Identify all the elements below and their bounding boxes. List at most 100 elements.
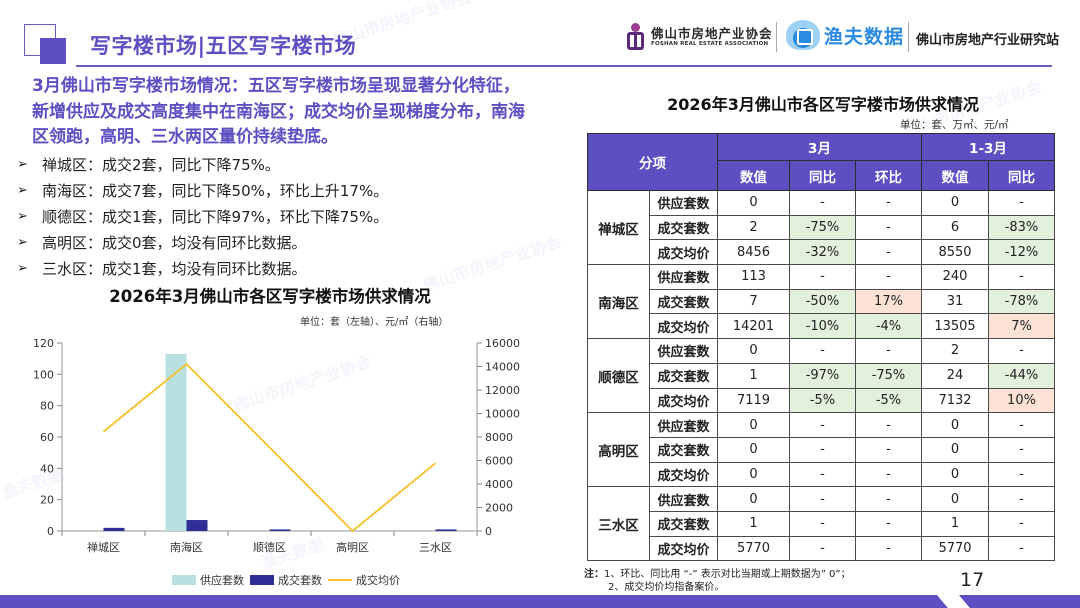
table-cell: 2 [717, 214, 790, 241]
category-label: 禅城区 [87, 540, 120, 554]
table-cell: - [789, 486, 856, 512]
table-cell: - [855, 486, 922, 512]
header-divider [76, 65, 1052, 67]
table-cell: - [789, 461, 856, 488]
table-cell: - [855, 510, 922, 537]
metric-label: 供应套数 [649, 486, 718, 512]
metric-label: 成交均价 [649, 387, 718, 414]
right-tick-label: 12000 [485, 384, 520, 397]
legend-item-supply: 供应套数 [172, 572, 244, 588]
table-cell: -83% [988, 214, 1055, 241]
table-cell: 0 [921, 412, 989, 438]
district-name: 三水区 [587, 486, 650, 562]
logo-divider [776, 22, 777, 52]
arrow-bullet-icon: ➢ [17, 182, 28, 198]
table-cell: - [789, 535, 856, 562]
left-tick-label: 40 [40, 462, 54, 475]
right-tick-label: 14000 [485, 361, 520, 374]
table-row: 成交套数 1- -1- [588, 510, 1055, 537]
table-row: 成交均价 7119 -5% -5% 7132 10% [588, 387, 1055, 414]
right-tick-label: 2000 [485, 502, 513, 515]
table-cell: -12% [988, 239, 1055, 266]
research-station-name: 佛山市房地产行业研究站 [916, 33, 1060, 48]
table-cell: - [855, 338, 922, 364]
page-title: 写字楼市场|五区写字楼市场 [90, 34, 357, 58]
category-label: 三水区 [419, 541, 452, 554]
chart-title: 2026年3月佛山市各区写字楼市场供求情况 [109, 287, 431, 306]
metric-label: 成交套数 [649, 362, 718, 389]
right-tick-label: 6000 [485, 455, 513, 468]
table-cell: 5770 [717, 535, 790, 562]
chart-legend: 供应套数 成交套数 成交均价 [172, 572, 406, 588]
table-cell: - [855, 239, 922, 266]
table-cell: -75% [855, 362, 922, 389]
header-col: 数值 [921, 160, 989, 191]
table-cell: 13505 [921, 313, 989, 340]
association-name-en: FOSHAN REAL ESTATE ASSOCIATION [651, 41, 769, 47]
bullet-item: ➢ 高明区：成交0套，均没有同环比数据。 [17, 233, 307, 252]
category-label: 南海区 [170, 540, 203, 554]
table-row: 成交套数 1 -97% -75% 24 -44% [588, 362, 1055, 389]
table-cell: - [988, 486, 1055, 512]
table-cell: 7132 [921, 387, 989, 414]
table-cell: - [988, 190, 1055, 216]
table-cell: 8456 [717, 239, 790, 266]
district-name: 高明区 [587, 412, 650, 488]
table-cell: -32% [789, 239, 856, 266]
table-cell: - [789, 264, 856, 290]
legend-item-deals: 成交套数 [250, 572, 322, 588]
table-cell: 8550 [921, 239, 989, 266]
table-cell: 1 [921, 510, 989, 537]
category-label: 高明区 [336, 540, 369, 554]
supply-demand-chart: 0 20 40 60 80 100 120 0 2000 4000 6000 8000 10000 120… [33, 337, 520, 554]
table-cell: - [855, 190, 922, 216]
table-cell: - [789, 412, 856, 438]
table-cell: - [855, 436, 922, 463]
bullet-item: ➢ 三水区：成交1套，均没有同环比数据。 [17, 259, 307, 278]
metric-label: 供应套数 [649, 190, 718, 216]
table-cell: -5% [855, 387, 922, 414]
table-cell: 0 [717, 412, 790, 438]
table-row: 成交均价 0- -0- [588, 461, 1055, 488]
table-cell: - [988, 510, 1055, 537]
right-tick-label: 16000 [485, 337, 520, 350]
table-row: 禅城区 供应套数 0- -0- [587, 189, 1055, 266]
table-cell: 0 [921, 486, 989, 512]
category-label: 顺德区 [253, 540, 286, 554]
table-cell: 31 [921, 288, 989, 315]
table-cell: 5770 [921, 535, 989, 562]
district-name: 南海区 [587, 264, 650, 340]
table-title: 2026年3月佛山市各区写字楼市场供求情况 [667, 95, 979, 114]
table-cell: - [855, 264, 922, 290]
table-cell: 10% [988, 387, 1055, 414]
table-cell: - [789, 510, 856, 537]
table-cell: 24 [921, 362, 989, 389]
table-cell: -97% [789, 362, 856, 389]
table-cell: 6 [921, 214, 989, 241]
header-col: 同比 [789, 160, 856, 191]
table-unit: 单位：套、万㎡、元/㎡ [900, 119, 1009, 131]
table-cell: 0 [921, 436, 989, 463]
association-logo: 佛山市房地产业协会 FOSHAN REAL ESTATE ASSOCIATION [626, 22, 773, 52]
table-cell: 0 [717, 338, 790, 364]
arrow-bullet-icon: ➢ [17, 234, 28, 250]
metric-label: 成交均价 [649, 535, 718, 562]
table-row: 顺德区 供应套数 0- -2- [587, 338, 1055, 414]
table-row: 高明区 供应套数 0- -0- [587, 412, 1055, 488]
page-number: 17 [960, 569, 985, 591]
right-tick-label: 8000 [485, 431, 513, 444]
table-cell: - [988, 412, 1055, 438]
chart-unit: 单位：套（左轴）、元/㎡（右轴） [300, 317, 449, 328]
supply-bar [165, 353, 187, 531]
table-cell: 17% [855, 288, 922, 315]
summary-text: 3月佛山市写字楼市场情况：五区写字楼市场呈现显著分化特征，新增供应及成交高度集中… [32, 76, 525, 147]
deals-bar [186, 520, 208, 531]
table-cell: - [789, 338, 856, 364]
metric-label: 供应套数 [649, 264, 718, 290]
table-cell: - [789, 436, 856, 463]
table-cell: - [988, 436, 1055, 463]
association-name: 佛山市房地产业协会 [651, 26, 773, 41]
table-cell: 0 [717, 436, 790, 463]
bullet-item: ➢ 南海区：成交7套，同比下降50%，环比上升17%。 [17, 181, 389, 200]
table-cell: -44% [988, 362, 1055, 389]
